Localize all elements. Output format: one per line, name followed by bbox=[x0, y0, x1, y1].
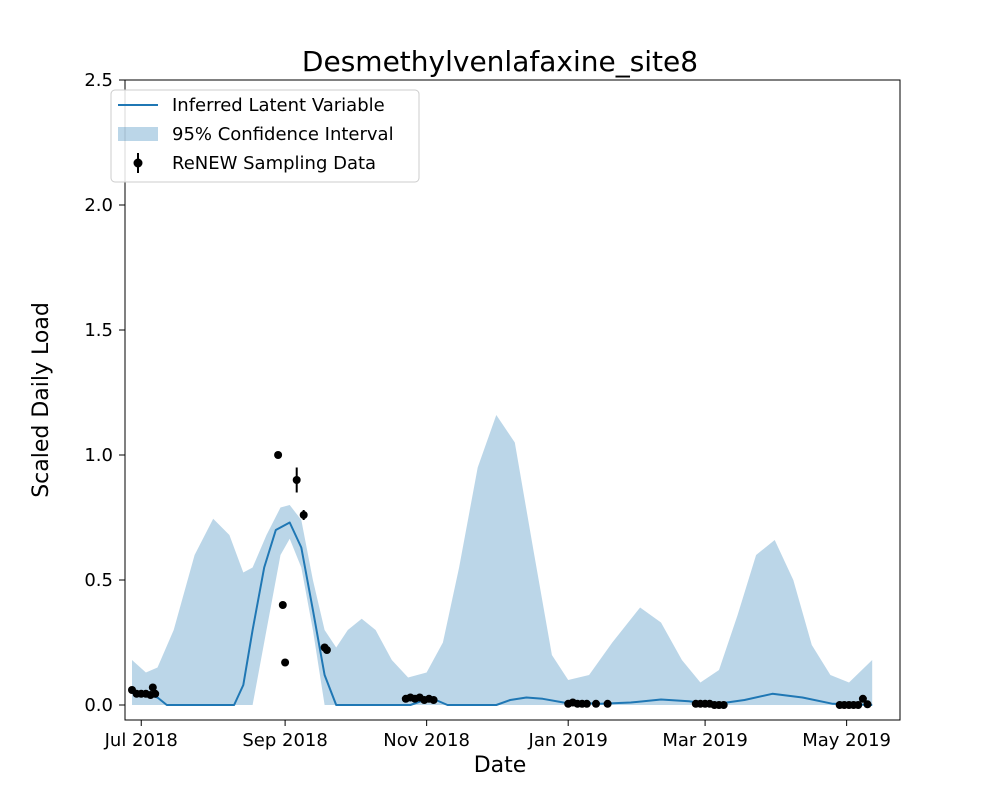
x-tick-label: May 2019 bbox=[802, 730, 891, 751]
sample-point bbox=[148, 683, 157, 692]
legend-band-swatch bbox=[118, 127, 158, 141]
sample-point bbox=[582, 699, 591, 708]
sample-point bbox=[281, 658, 290, 667]
sample-point bbox=[278, 601, 287, 609]
sample-point bbox=[292, 476, 301, 484]
sample-point bbox=[858, 694, 867, 703]
sample-point bbox=[429, 696, 438, 704]
legend-box bbox=[110, 89, 420, 183]
x-tick-label: Sep 2018 bbox=[242, 730, 327, 751]
x-tick-label: Mar 2019 bbox=[662, 730, 748, 751]
sample-point bbox=[151, 689, 160, 698]
x-tick-label: Jul 2018 bbox=[104, 730, 178, 751]
sample-point bbox=[854, 701, 863, 709]
sample-point bbox=[863, 700, 872, 709]
legend-marker-swatch bbox=[133, 158, 143, 168]
y-tick-label: 0.5 bbox=[84, 570, 113, 591]
sample-point bbox=[299, 511, 308, 519]
chart-title: Desmethylvenlafaxine_site8 bbox=[302, 45, 698, 78]
x-tick-label: Nov 2018 bbox=[383, 730, 470, 751]
sample-point bbox=[592, 699, 600, 708]
plot-frame bbox=[124, 79, 901, 721]
legend-entry-confidence: 95% Confidence Interval bbox=[172, 124, 394, 145]
x-tick-label: Jan 2019 bbox=[528, 730, 608, 751]
sample-point bbox=[603, 699, 612, 708]
y-tick-label: 0.0 bbox=[84, 695, 113, 716]
plot-area bbox=[128, 415, 873, 709]
y-axis-label: Scaled Daily Load bbox=[29, 302, 54, 498]
sample-point bbox=[322, 646, 331, 654]
y-tick-label: 1.0 bbox=[84, 445, 113, 466]
x-axis: Jul 2018 Sep 2018 Nov 2018 Jan 2019 Mar 2019… bbox=[104, 720, 891, 751]
y-tick-label: 2.0 bbox=[84, 195, 113, 216]
confidence-band bbox=[132, 415, 873, 705]
x-axis-label: Date bbox=[474, 753, 527, 778]
sample-point bbox=[274, 451, 283, 459]
legend: Inferred Latent Variable 95% Confidence … bbox=[110, 89, 420, 183]
legend-entry-latent: Inferred Latent Variable bbox=[172, 95, 385, 116]
y-tick-label: 1.5 bbox=[84, 320, 113, 341]
sample-point bbox=[719, 701, 728, 709]
legend-entry-sampling: ReNEW Sampling Data bbox=[172, 153, 376, 174]
y-tick-label: 2.5 bbox=[84, 70, 113, 91]
y-axis: 0.0 0.5 1.0 1.5 2.0 2.5 bbox=[84, 70, 125, 716]
